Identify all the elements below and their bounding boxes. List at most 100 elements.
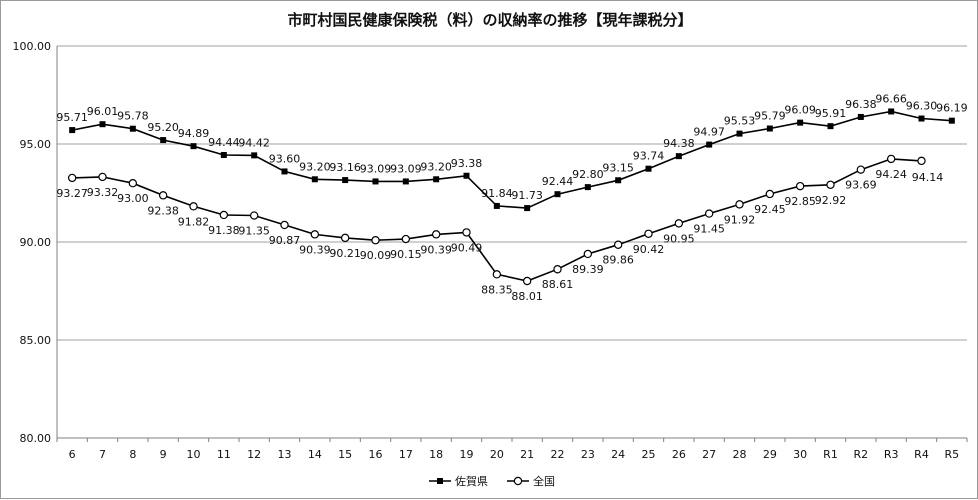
x-tick-label: 6 (69, 448, 76, 461)
x-tick-label: 22 (551, 448, 565, 461)
data-point (888, 108, 895, 115)
data-point (190, 143, 197, 150)
grid-layer (57, 45, 967, 439)
data-label: 91.92 (724, 213, 756, 226)
data-point (918, 115, 925, 122)
data-label: 96.01 (87, 105, 119, 118)
data-point (857, 113, 864, 120)
x-tick-label: 17 (399, 448, 413, 461)
x-tick-label: 24 (611, 448, 625, 461)
data-point (98, 172, 107, 182)
x-tick-label: 16 (369, 448, 383, 461)
data-label: 89.86 (602, 254, 634, 267)
x-tick-label: 25 (642, 448, 656, 461)
data-label: 94.38 (663, 137, 695, 150)
data-point (99, 121, 106, 128)
data-label: 94.42 (238, 136, 270, 149)
data-point (613, 240, 623, 249)
data-point (251, 152, 258, 159)
data-point (917, 156, 926, 166)
data-point (280, 220, 289, 230)
data-label: 90.42 (633, 243, 665, 256)
data-point (189, 202, 198, 211)
data-label: 96.30 (906, 100, 938, 113)
x-tick-label: 23 (581, 448, 595, 461)
x-tick-label: 10 (187, 448, 201, 461)
data-point (67, 173, 77, 183)
data-label: 93.00 (117, 192, 149, 205)
data-label: 95.53 (724, 115, 756, 128)
legend-label: 佐賀県 (455, 474, 488, 488)
x-tick-label: 26 (672, 448, 686, 461)
data-point (645, 165, 652, 172)
x-tick-label: 9 (160, 448, 167, 461)
data-point (795, 181, 805, 191)
data-point (493, 202, 500, 209)
data-label: 95.78 (117, 110, 149, 123)
data-label: 96.19 (936, 102, 968, 115)
data-point (310, 230, 320, 239)
data-label: 93.74 (633, 150, 665, 163)
data-label: 93.20 (299, 160, 331, 173)
data-point (584, 184, 591, 191)
x-tick-label: 15 (338, 448, 352, 461)
data-label: 93.69 (845, 179, 877, 192)
x-tick-label: 27 (702, 448, 716, 461)
data-label: 93.16 (329, 161, 361, 174)
y-tick-label: 100.00 (13, 40, 52, 53)
data-label: 90.49 (451, 241, 483, 254)
data-label: 93.20 (420, 160, 452, 173)
data-label: 94.89 (178, 127, 210, 140)
data-label: 95.20 (147, 121, 179, 134)
axis-layer: 80.00 85.00 90.00 95.00 100.00 6 7 8 9 10 11 12 13 14… (13, 40, 968, 461)
data-point (129, 125, 136, 132)
data-point (615, 177, 622, 184)
x-tick-label: 30 (793, 448, 807, 461)
data-label: 91.35 (238, 225, 270, 238)
data-point (372, 178, 379, 185)
data-label: 90.39 (299, 243, 331, 256)
x-tick-label: R1 (823, 448, 838, 461)
data-point (644, 229, 653, 238)
legend-marker (437, 478, 443, 484)
x-tick-label: 7 (99, 448, 106, 461)
legend-marker (513, 476, 523, 486)
data-label: 94.24 (875, 168, 907, 181)
series-layer (67, 108, 955, 286)
data-point (69, 127, 76, 134)
y-tick-label: 90.00 (20, 236, 52, 249)
data-point (827, 123, 834, 130)
data-point (492, 270, 502, 279)
data-label: 92.38 (147, 204, 179, 217)
data-label: 93.27 (56, 187, 88, 200)
x-tick-label: 11 (217, 448, 231, 461)
data-point (311, 176, 318, 183)
chart-title: 市町村国民健康保険税（料）の収納率の推移【現年課税分】 (287, 11, 692, 29)
data-label: 95.79 (754, 110, 786, 123)
x-tick-label: 29 (763, 448, 777, 461)
data-label: 90.39 (420, 243, 452, 256)
x-tick-label: 12 (247, 448, 261, 461)
data-point (765, 189, 775, 199)
data-point (797, 119, 804, 126)
data-label: 90.95 (663, 232, 695, 245)
data-point (554, 191, 561, 198)
data-point (766, 125, 773, 132)
data-point (856, 165, 866, 174)
legend: 佐賀県 全国 (429, 474, 555, 488)
x-tick-label: R3 (884, 448, 899, 461)
data-label: 89.39 (572, 263, 604, 276)
data-label: 90.87 (269, 234, 301, 247)
data-label: 88.01 (511, 290, 543, 303)
x-tick-label: 20 (490, 448, 504, 461)
data-label: 90.15 (390, 248, 422, 261)
x-tick-label: R4 (914, 448, 929, 461)
data-label: 94.97 (693, 126, 725, 139)
data-point (249, 211, 259, 220)
data-label: 92.92 (815, 194, 847, 207)
data-point (128, 178, 138, 188)
data-label: 96.66 (875, 92, 907, 105)
data-point (342, 177, 349, 184)
